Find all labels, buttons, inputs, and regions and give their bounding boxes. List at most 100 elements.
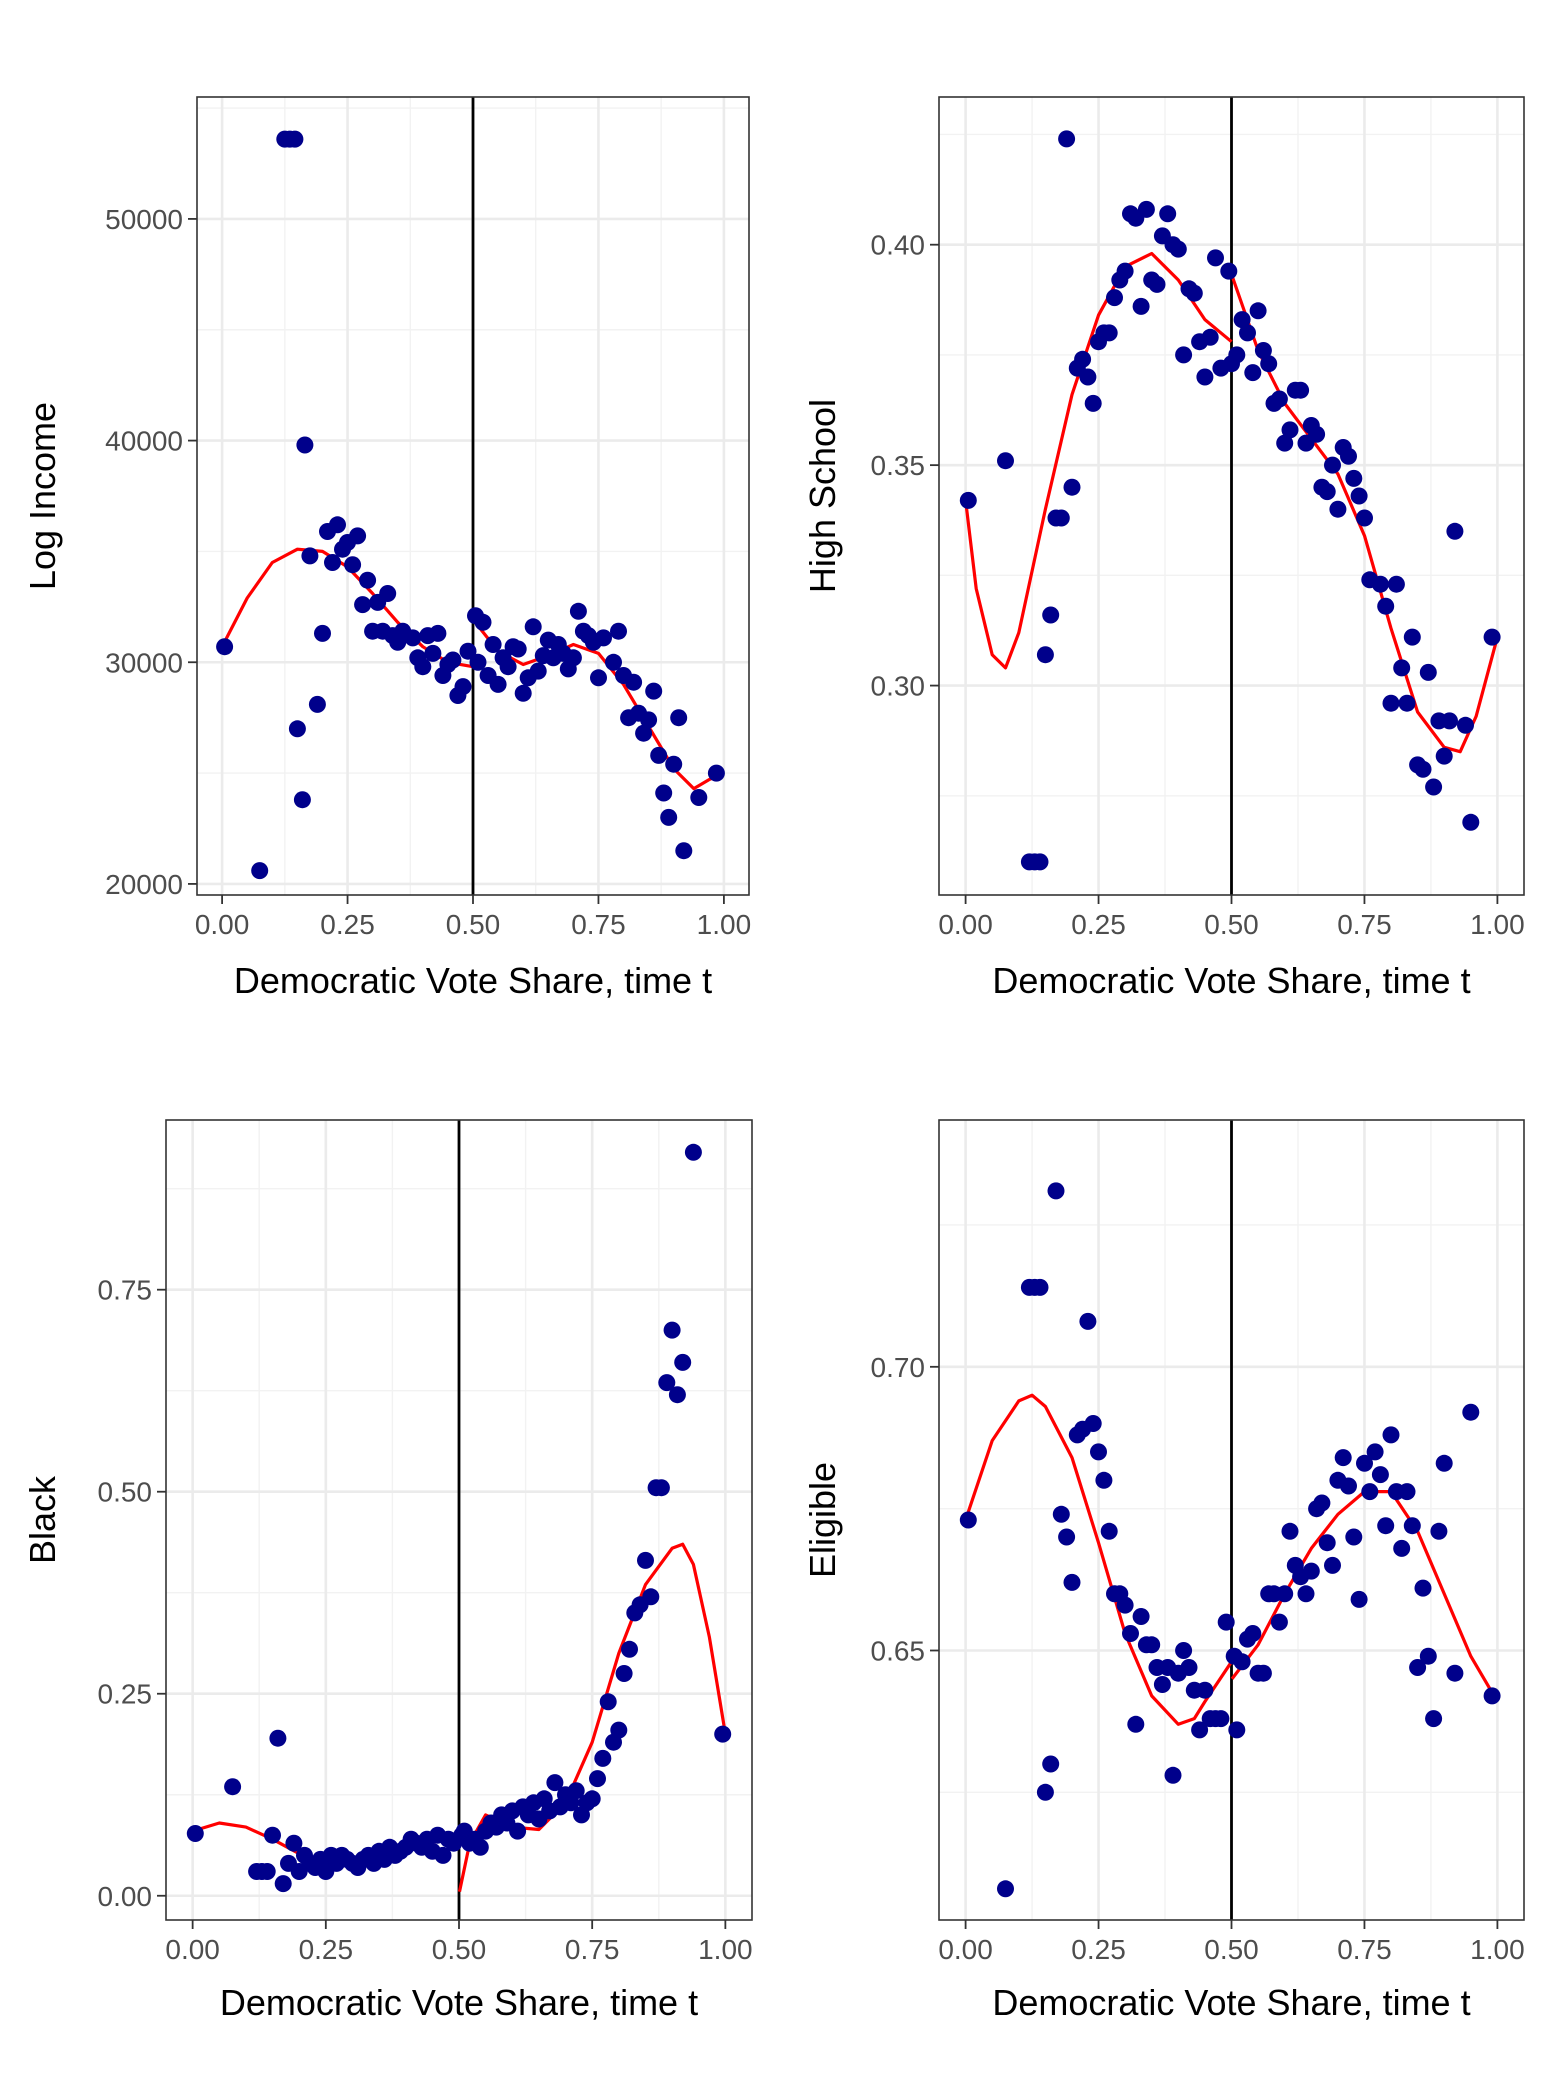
data-point bbox=[1201, 328, 1219, 346]
data-point bbox=[1153, 1676, 1171, 1693]
x-tick-label-0-25: 0.25 bbox=[320, 909, 375, 940]
data-point bbox=[1419, 1647, 1437, 1665]
data-point bbox=[1414, 760, 1432, 778]
data-point bbox=[1356, 509, 1373, 527]
x-tick-label-0-00: 0.00 bbox=[938, 1934, 993, 1965]
data-point bbox=[650, 746, 668, 764]
data-point bbox=[1324, 456, 1341, 474]
data-point bbox=[1446, 1664, 1464, 1682]
data-point bbox=[1239, 324, 1256, 342]
data-point bbox=[1281, 421, 1299, 439]
x-tick-label-1-00: 1.00 bbox=[698, 1934, 753, 1965]
data-point bbox=[1185, 284, 1203, 302]
data-point bbox=[1063, 478, 1081, 496]
data-point bbox=[615, 1665, 633, 1682]
data-point bbox=[509, 1822, 527, 1840]
data-point bbox=[567, 1782, 585, 1800]
y-tick-label-0-00: 0.00 bbox=[98, 1881, 153, 1912]
data-point bbox=[1446, 522, 1464, 540]
data-point bbox=[1212, 1710, 1230, 1728]
data-point bbox=[1270, 1613, 1288, 1631]
data-point bbox=[1382, 694, 1400, 712]
data-point bbox=[1297, 1585, 1315, 1603]
data-point bbox=[224, 1778, 242, 1796]
data-point bbox=[471, 1838, 489, 1856]
data-point bbox=[1281, 1522, 1299, 1540]
data-point bbox=[1084, 394, 1102, 412]
data-point bbox=[186, 1825, 204, 1842]
data-point bbox=[1425, 778, 1443, 796]
data-point bbox=[645, 682, 663, 700]
data-point bbox=[663, 1321, 681, 1339]
data-point bbox=[258, 1863, 276, 1880]
data-point bbox=[1191, 1721, 1209, 1739]
data-point bbox=[379, 585, 397, 602]
x-tick-label-0-00: 0.00 bbox=[938, 909, 993, 940]
y-tick-label-0-25: 0.25 bbox=[98, 1679, 153, 1710]
data-point bbox=[1052, 1505, 1070, 1523]
data-point bbox=[1462, 813, 1480, 831]
data-point bbox=[1164, 1766, 1182, 1784]
data-point bbox=[997, 1880, 1014, 1898]
data-point bbox=[354, 596, 372, 614]
data-point bbox=[997, 452, 1014, 470]
data-point bbox=[349, 527, 367, 545]
data-point bbox=[1276, 1585, 1294, 1603]
data-point bbox=[1324, 1556, 1341, 1574]
data-point bbox=[1116, 1596, 1134, 1614]
data-point bbox=[564, 649, 582, 667]
x-tick-label-1-00: 1.00 bbox=[1470, 1934, 1525, 1965]
x-tick-label-0-50: 0.50 bbox=[432, 1934, 487, 1965]
data-point bbox=[264, 1826, 281, 1844]
data-point bbox=[1345, 469, 1363, 487]
data-point bbox=[1483, 628, 1501, 646]
data-point bbox=[285, 1834, 303, 1852]
data-point bbox=[1403, 628, 1421, 646]
data-point bbox=[324, 554, 341, 571]
data-point bbox=[1084, 1415, 1102, 1432]
data-point bbox=[459, 642, 477, 660]
data-point bbox=[621, 1640, 638, 1658]
data-point bbox=[1425, 1710, 1443, 1728]
data-point bbox=[1377, 597, 1395, 615]
x-tick-label-0-50: 0.50 bbox=[1204, 909, 1259, 940]
data-point bbox=[414, 658, 432, 676]
data-point bbox=[344, 556, 362, 574]
data-point bbox=[1398, 694, 1416, 712]
data-point bbox=[454, 678, 472, 696]
data-point bbox=[635, 724, 653, 742]
x-tick-label-0-75: 0.75 bbox=[565, 1934, 620, 1965]
data-point bbox=[660, 808, 678, 826]
data-point bbox=[1228, 346, 1246, 364]
data-point bbox=[590, 669, 607, 687]
data-point bbox=[595, 629, 612, 647]
fit-curve-left bbox=[964, 1393, 1233, 1726]
data-point bbox=[1435, 747, 1453, 765]
data-point bbox=[1079, 368, 1097, 386]
x-tick-label-0-50: 0.50 bbox=[446, 909, 501, 940]
data-point bbox=[610, 622, 627, 640]
data-point bbox=[1371, 575, 1389, 593]
data-point bbox=[524, 618, 542, 636]
data-point bbox=[1148, 275, 1166, 293]
data-point bbox=[1387, 575, 1405, 593]
x-tick-label-0-25: 0.25 bbox=[299, 1934, 354, 1965]
data-point bbox=[444, 651, 462, 669]
data-point bbox=[1318, 483, 1336, 501]
data-point bbox=[286, 130, 304, 148]
x-axis-title: Democratic Vote Share, time t bbox=[992, 960, 1470, 1001]
data-point bbox=[1430, 1522, 1448, 1540]
data-point bbox=[1254, 342, 1272, 359]
data-point bbox=[1457, 716, 1474, 734]
x-tick-label-0-00: 0.00 bbox=[165, 1934, 220, 1965]
data-point bbox=[610, 1721, 628, 1739]
y-axis-title: High School bbox=[802, 399, 843, 593]
chart-black: 0.00 0.25 0.50 0.75 1.00 0.00 0.25 0.50 0.75 Dem… bbox=[22, 1119, 753, 2023]
data-point bbox=[1074, 350, 1092, 368]
data-point bbox=[1292, 381, 1310, 399]
data-point bbox=[1340, 1477, 1357, 1495]
data-point bbox=[959, 491, 977, 509]
data-point bbox=[1483, 1687, 1501, 1705]
data-point bbox=[293, 791, 311, 809]
data-point bbox=[274, 1875, 292, 1893]
